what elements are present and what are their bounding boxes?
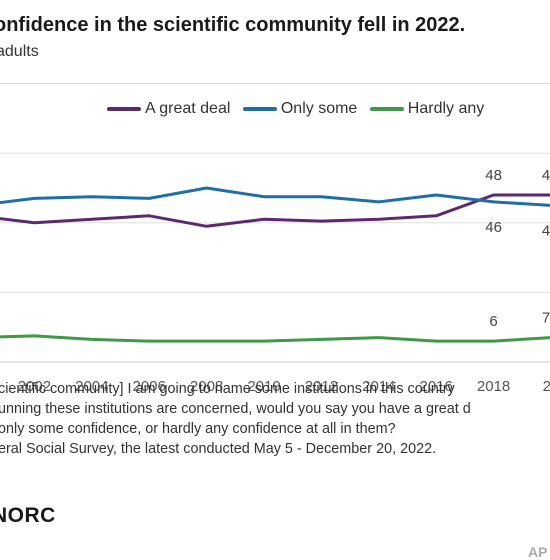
series-line <box>0 193 550 228</box>
data-label: 4 <box>542 167 550 184</box>
legend-item-only-some: Only some <box>242 100 358 118</box>
x-tick-label: 2004 <box>75 378 108 395</box>
x-tick-label: 2010 <box>247 378 280 395</box>
chart-legend: A great deal Only some Hardly any <box>107 98 492 118</box>
series-line <box>0 186 550 207</box>
norc-logo: NORC <box>0 504 56 527</box>
legend-item-great-deal: A great deal <box>107 100 230 118</box>
x-tick-label: 2002 <box>18 378 51 395</box>
data-label: 46 <box>485 219 502 236</box>
note-line: cientific community] I am going to name … <box>0 381 455 397</box>
x-tick-label: 2012 <box>305 378 338 395</box>
data-label: 48 <box>485 167 502 184</box>
chart-notes: cientific community] I am going to name … <box>0 379 471 459</box>
legend-swatch-hardly-any <box>369 107 404 111</box>
x-tick-label: 2006 <box>133 378 166 395</box>
note-line: unning these institutions are concerned,… <box>0 401 471 417</box>
x-tick-label: 2018 <box>477 378 510 395</box>
note-line: only some confidence, or hardly any conf… <box>0 421 396 437</box>
data-label: 4 <box>542 222 550 239</box>
data-label: 7 <box>542 310 550 327</box>
x-tick-label: 2016 <box>420 378 453 395</box>
chart-subtitle: adults <box>0 43 39 60</box>
header-divider <box>0 83 550 84</box>
data-label: 6 <box>489 313 497 330</box>
legend-swatch-only-some <box>242 107 277 111</box>
series-line <box>0 334 550 343</box>
legend-item-hardly-any: Hardly any <box>369 100 485 118</box>
x-tick-label: 2008 <box>190 378 223 395</box>
note-line: eral Social Survey, the latest conducted… <box>0 441 437 457</box>
chart-title: onfidence in the scientific community fe… <box>0 14 466 36</box>
x-tick-label: 20 <box>543 378 550 395</box>
legend-label-only-some: Only some <box>280 100 358 117</box>
ap-logo: AP <box>528 544 548 560</box>
legend-swatch-great-deal <box>107 107 141 111</box>
legend-label-great-deal: A great deal <box>145 100 231 117</box>
x-tick-label: 2014 <box>362 378 395 395</box>
legend-label-hardly-any: Hardly any <box>407 100 485 117</box>
